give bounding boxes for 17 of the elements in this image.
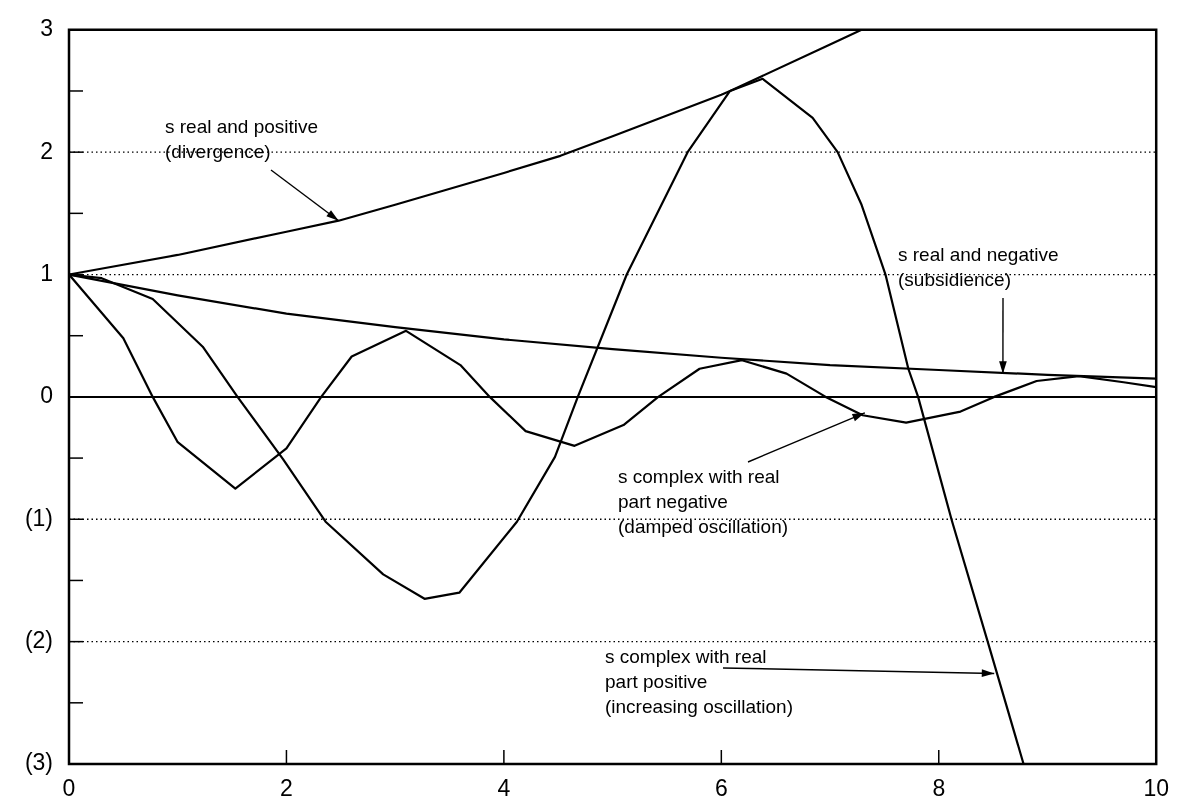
y-tick-label: 0	[40, 382, 53, 409]
x-tick-label: 8	[932, 775, 946, 802]
y-tick-label: 3	[40, 15, 53, 42]
y-tick-label: (3)	[24, 749, 53, 776]
y-tick-label: 1	[40, 259, 53, 286]
x-tick-label: 0	[62, 775, 76, 802]
y-tick-label: (2)	[24, 626, 53, 653]
annotation: s complex with real part negative (damped oscillation)	[618, 465, 789, 537]
y-tick-label: (1)	[24, 504, 53, 531]
x-tick-label: 6	[714, 775, 728, 802]
x-tick-label: 4	[497, 775, 511, 802]
annotation: s real and negative (subsidience)	[898, 243, 1059, 290]
annotation: s real and positive (divergence)	[165, 115, 319, 162]
x-tick-label: 2	[280, 775, 293, 802]
annotation: s complex with real part positive (increasing oscillation)	[605, 645, 793, 717]
x-tick-label: 10	[1143, 775, 1170, 802]
y-tick-label: 2	[40, 137, 53, 164]
